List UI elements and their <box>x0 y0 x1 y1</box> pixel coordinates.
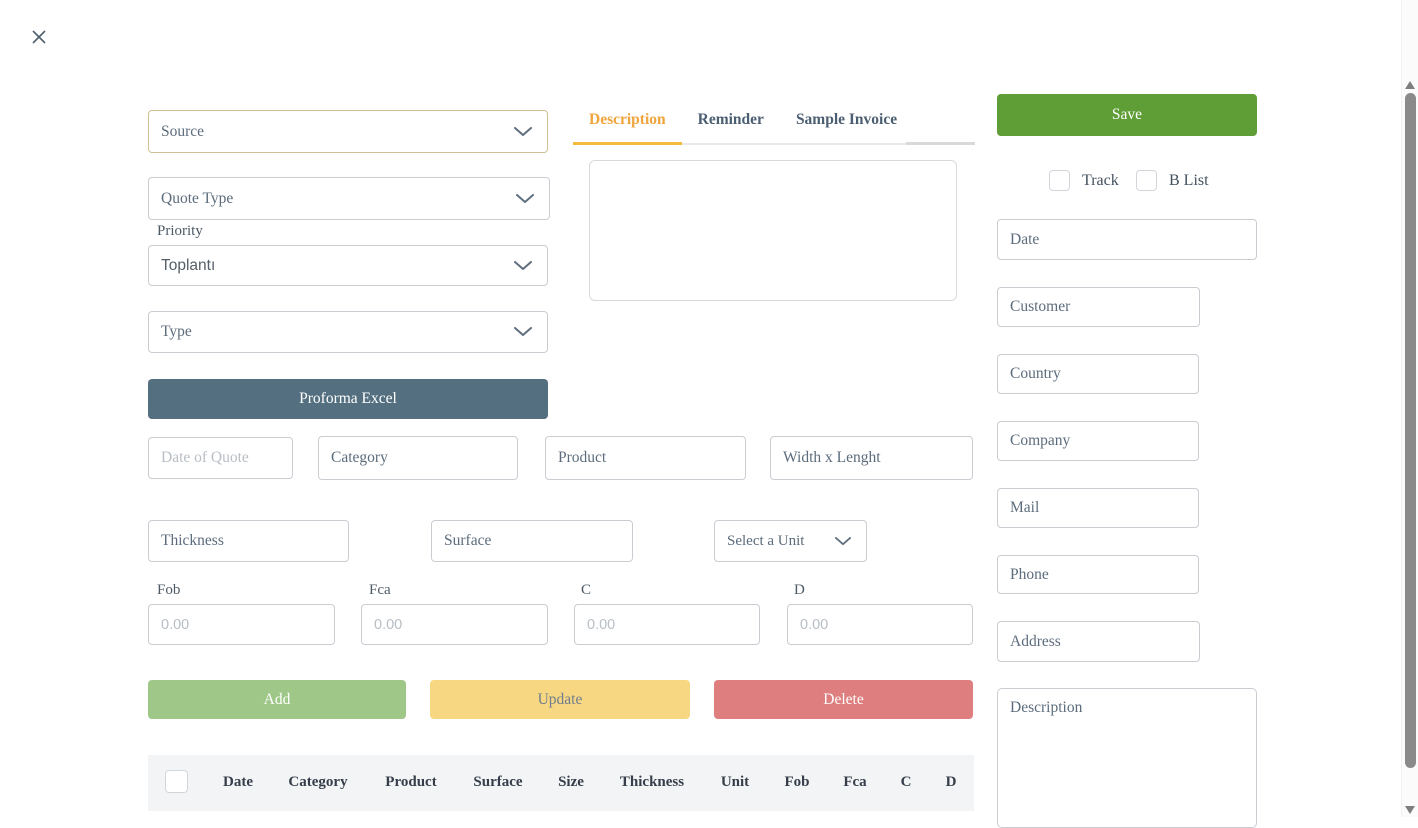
description-textarea[interactable]: Description <box>997 688 1257 828</box>
unit-select-value: Select a Unit <box>727 532 805 549</box>
vertical-scrollbar <box>1401 0 1418 817</box>
column-header-fca: Fca <box>843 774 867 790</box>
proforma-excel-button[interactable]: Proforma Excel <box>148 379 548 419</box>
close-icon <box>32 30 46 44</box>
type-select[interactable]: Type <box>148 311 548 353</box>
fca-input[interactable] <box>361 604 548 645</box>
date-of-quote-input[interactable] <box>148 437 293 479</box>
tab-reminder[interactable]: Reminder <box>697 111 764 128</box>
priority-label: Priority <box>157 223 203 239</box>
update-button[interactable]: Update <box>430 680 690 719</box>
tabstrip-divider <box>573 143 975 145</box>
column-header-product: Product <box>385 774 437 790</box>
source-select[interactable]: Source <box>148 110 548 153</box>
scroll-up-arrow-icon[interactable] <box>1405 81 1415 89</box>
tab-description[interactable]: Description <box>573 104 682 145</box>
chevron-down-icon <box>514 126 532 136</box>
column-header-fob: Fob <box>784 774 810 790</box>
source-select-value: Source <box>161 122 205 140</box>
chevron-down-icon <box>516 193 534 203</box>
thickness-input[interactable] <box>148 520 349 562</box>
fob-label: Fob <box>157 582 181 598</box>
description-tab-textarea[interactable] <box>589 160 957 301</box>
date-input[interactable] <box>997 219 1257 260</box>
customer-input[interactable] <box>997 287 1200 327</box>
address-input[interactable] <box>997 621 1200 662</box>
mail-input[interactable] <box>997 488 1199 528</box>
type-select-value: Type <box>161 323 192 340</box>
country-input[interactable] <box>997 354 1199 394</box>
scrollbar-thumb[interactable] <box>1405 93 1416 768</box>
product-input[interactable] <box>545 436 746 480</box>
quote-type-select[interactable]: Quote Type <box>148 177 550 220</box>
items-table-header: Date Category Product Surface Size Thick… <box>148 755 974 811</box>
company-input[interactable] <box>997 421 1199 461</box>
b-list-checkbox-label: B List <box>1169 172 1209 189</box>
fca-label: Fca <box>369 582 391 598</box>
column-header-size: Size <box>558 774 584 790</box>
chevron-down-icon <box>835 536 851 545</box>
close-button[interactable] <box>24 22 54 52</box>
priority-select-value: Toplantı <box>161 256 216 274</box>
track-checkbox[interactable] <box>1049 170 1070 191</box>
category-input[interactable] <box>318 436 518 480</box>
c-label: C <box>581 582 592 598</box>
tab-sample-invoice[interactable]: Sample Invoice <box>795 111 898 128</box>
quote-type-select-value: Quote Type <box>161 189 234 207</box>
column-header-unit: Unit <box>720 774 750 790</box>
select-all-checkbox[interactable] <box>165 770 188 793</box>
chevron-down-icon <box>514 327 532 336</box>
detail-tabs: Description Reminder Sample Invoice <box>573 104 913 145</box>
tabstrip-divider-end <box>906 142 975 145</box>
chevron-down-icon <box>514 260 532 270</box>
width-x-length-input[interactable] <box>770 436 973 480</box>
add-button[interactable]: Add <box>148 680 406 719</box>
delete-button[interactable]: Delete <box>714 680 973 719</box>
fob-input[interactable] <box>148 604 335 645</box>
b-list-checkbox[interactable] <box>1136 170 1157 191</box>
priority-select[interactable]: Toplantı <box>148 245 548 286</box>
column-header-d: D <box>945 774 957 790</box>
scroll-down-arrow-icon[interactable] <box>1405 806 1415 814</box>
column-header-c: C <box>900 774 912 790</box>
column-header-category: Category <box>288 774 348 790</box>
surface-input[interactable] <box>431 520 633 562</box>
column-header-surface: Surface <box>473 774 523 790</box>
phone-input[interactable] <box>997 555 1199 594</box>
save-button[interactable]: Save <box>997 94 1257 136</box>
d-label: D <box>794 582 805 598</box>
track-checkbox-label: Track <box>1082 172 1119 189</box>
column-header-thickness: Thickness <box>619 774 685 790</box>
unit-select[interactable]: Select a Unit <box>714 520 867 562</box>
c-input[interactable] <box>574 604 760 645</box>
column-header-date: Date <box>223 774 253 790</box>
d-input[interactable] <box>787 604 973 645</box>
